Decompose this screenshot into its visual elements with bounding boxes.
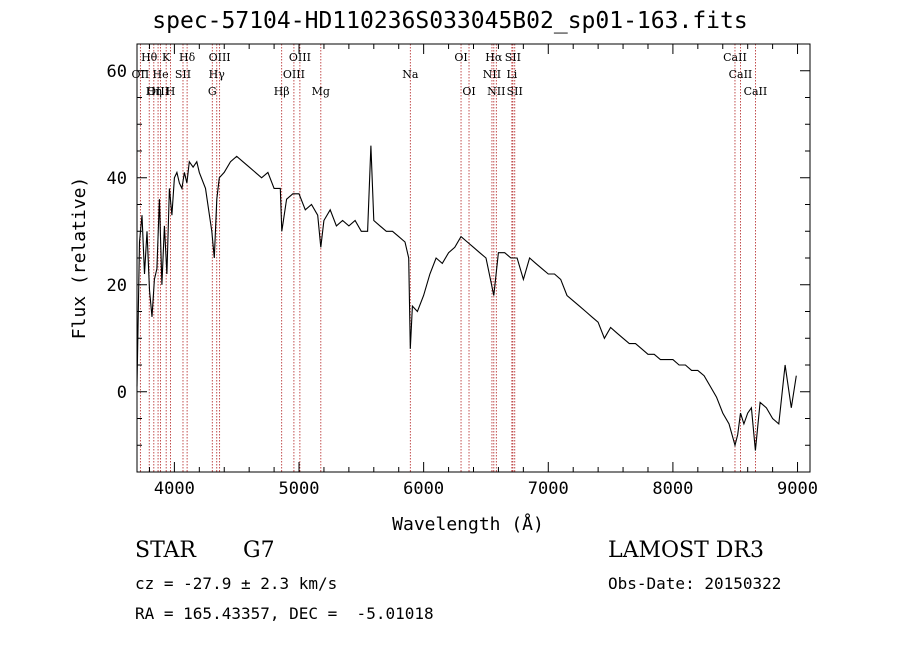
y-tick-label: 0 [117,383,127,403]
line-label: Li [506,68,517,81]
observation-date: Obs-Date: 20150322 [608,574,782,593]
line-label: Hγ [209,68,226,81]
line-label: SII [507,85,523,98]
redshift-velocity: cz = -27.9 ± 2.3 km/s [135,574,338,593]
y-tick-label: 40 [107,169,127,189]
line-label: Hα [485,51,503,64]
spectrum-line [136,145,797,451]
plot-frame [136,43,811,473]
line-label: H [166,85,176,98]
x-tick-label: 4000 [154,479,195,499]
line-label: OII [132,68,150,81]
x-axis-ticks: 4000 5000 6000 7000 8000 9000 [148,44,818,499]
line-label: OI [454,51,467,64]
line-label: OIII [147,85,169,98]
x-axis-label: Wavelength (Å) [392,513,544,535]
x-tick-label: 8000 [652,479,693,499]
line-label: OIII [283,68,305,81]
y-axis-ticks: 0 20 40 60 [107,43,810,473]
line-label: OIII [209,51,231,64]
coordinates: RA = 165.43357, DEC = -5.01018 [135,604,434,623]
line-label: Hη [146,85,162,98]
line-label: SII [505,51,521,64]
line-label: CaII [723,51,747,64]
y-axis-label: Flux (relative) [69,177,90,340]
x-tick-label: 9000 [777,479,818,499]
line-label: Na [402,68,419,81]
line-label: K [162,51,171,64]
line-label: NII [483,68,501,81]
line-label: Mg [312,85,330,98]
line-label: CaII [729,68,753,81]
line-label: NII [487,85,505,98]
x-tick-label: 6000 [403,479,444,499]
x-tick-label: 7000 [528,479,569,499]
line-label: OI [462,85,475,98]
line-label: OIII [289,51,311,64]
x-tick-label: 5000 [279,479,320,499]
object-subclass: G7 [243,538,275,563]
line-label: CaII [744,85,768,98]
y-tick-label: 20 [107,276,127,296]
line-label: G [208,85,217,98]
line-label: He [153,68,169,81]
line-label: Hβ [274,85,290,98]
line-label: Hδ [179,51,196,64]
object-class: STAR [135,538,196,563]
line-label: SII [175,68,191,81]
page-title: spec-57104-HD110236S033045B02_sp01-163.f… [152,8,748,34]
survey-name: LAMOST DR3 [608,538,764,563]
line-label: Hθ [141,51,158,64]
emission-line-markers [139,44,756,472]
y-tick-label: 60 [107,62,127,82]
